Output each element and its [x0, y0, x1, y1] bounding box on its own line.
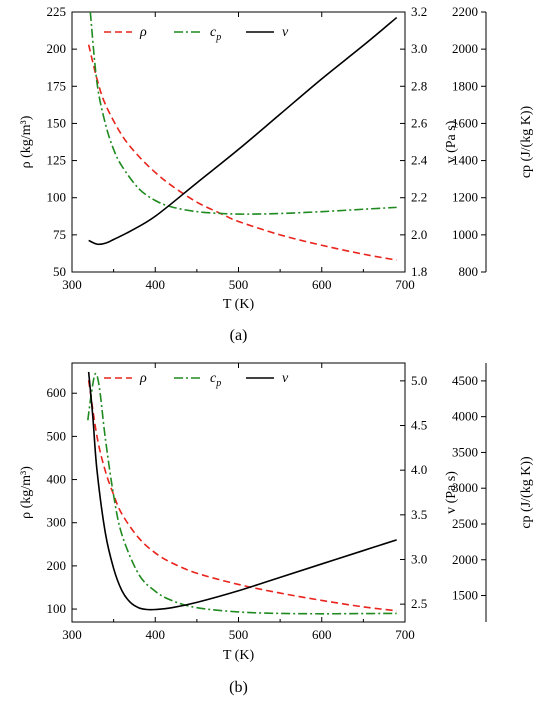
- left-tick-label: 125: [47, 153, 67, 168]
- right-tick-label: 2.5: [411, 596, 427, 611]
- cp-tick-label: 1000: [452, 227, 478, 242]
- x-tick-label: 400: [146, 277, 166, 292]
- cp-axis-label: cp (J/(kg K)): [519, 106, 534, 179]
- right-tick-label: 4.5: [411, 418, 427, 433]
- plot-frame: [71, 362, 406, 623]
- panel-label: (b): [229, 679, 248, 696]
- cp-tick-label: 1500: [452, 588, 478, 603]
- x-tick-label: 500: [229, 627, 249, 642]
- right-axis-label: v (Pa s): [444, 471, 459, 514]
- series-line-v: [88, 16, 398, 246]
- x-tick-label: 700: [395, 277, 415, 292]
- cp-tick-label: 1200: [452, 190, 478, 205]
- series-line-cp: [87, 372, 397, 615]
- legend-label-v: v: [282, 25, 289, 40]
- right-tick-label: 4.0: [411, 462, 427, 477]
- cp-tick-label: 2500: [452, 516, 478, 531]
- legend-label-rho: ρ: [139, 25, 147, 40]
- chart-panel-1: 300 400 500 600 700 T (K) 50 75 100 125 150 175 200 2…: [19, 4, 534, 344]
- series-line-cp: [89, 12, 397, 215]
- legend-label-rho: ρ: [139, 371, 147, 386]
- right-tick-label: 1.8: [411, 264, 427, 279]
- x-tick-label: 700: [395, 627, 415, 642]
- left-tick-label: 175: [47, 78, 67, 93]
- right-tick-label: 3.5: [411, 507, 427, 522]
- left-tick-label: 400: [47, 472, 67, 487]
- series-line-v: [87, 371, 397, 611]
- left-tick-label: 200: [47, 41, 67, 56]
- left-tick-label: 300: [47, 515, 67, 530]
- cp-tick-label: 800: [459, 264, 479, 279]
- left-tick-label: 600: [47, 385, 67, 400]
- right-tick-label: 3.0: [411, 41, 427, 56]
- plot-frame: [71, 11, 406, 273]
- cp-tick-label: 3500: [452, 444, 478, 459]
- right-tick-label: 2.6: [411, 115, 428, 130]
- right-tick-label: 2.2: [411, 190, 427, 205]
- right-tick-label: 2.4: [411, 153, 428, 168]
- panel-label: (a): [230, 327, 248, 344]
- cp-tick-label: 2200: [452, 4, 478, 19]
- cp-tick-label: 1400: [452, 153, 478, 168]
- left-tick-label: 200: [47, 558, 67, 573]
- x-tick-label: 300: [62, 277, 82, 292]
- cp-tick-label: 1800: [452, 78, 478, 93]
- x-tick-label: 500: [229, 277, 249, 292]
- cp-tick-label: 4500: [452, 373, 478, 388]
- series-line-rho: [87, 380, 397, 612]
- right-tick-label: 3.2: [411, 4, 427, 19]
- chart-panel-2: 300 400 500 600 700 T (K) 100 200 300 400 500 600 ρ …: [19, 362, 534, 696]
- cp-tick-label: 4000: [452, 409, 478, 424]
- right-tick-label: 2.0: [411, 227, 427, 242]
- cp-axis-label: cp (J/(kg K)): [519, 456, 534, 529]
- left-tick-label: 500: [47, 428, 67, 443]
- right-axis-label: v (Pa s): [444, 120, 459, 163]
- x-tick-label: 400: [146, 627, 166, 642]
- left-tick-label: 150: [47, 115, 67, 130]
- cp-tick-label: 1600: [452, 115, 478, 130]
- left-axis-label: ρ (kg/m³): [19, 115, 34, 168]
- x-tick-label: 300: [62, 627, 82, 642]
- left-tick-label: 100: [47, 190, 67, 205]
- right-tick-label: 2.8: [411, 78, 427, 93]
- cp-tick-label: 2000: [452, 552, 478, 567]
- x-tick-label: 600: [312, 277, 332, 292]
- right-tick-label: 5.0: [411, 373, 427, 388]
- x-axis-label: T (K): [223, 648, 255, 663]
- x-axis-label: T (K): [223, 297, 255, 312]
- cp-tick-label: 3000: [452, 480, 478, 495]
- cp-tick-label: 2000: [452, 41, 478, 56]
- left-axis-label: ρ (kg/m³): [19, 466, 34, 519]
- legend-label-cp: cp: [210, 371, 221, 389]
- left-tick-label: 75: [53, 227, 66, 242]
- left-tick-label: 100: [47, 601, 67, 616]
- legend-label-cp: cp: [210, 25, 221, 43]
- left-tick-label: 50: [53, 264, 66, 279]
- right-tick-label: 3.0: [411, 551, 427, 566]
- legend-label-v: v: [282, 371, 289, 386]
- x-tick-label: 600: [312, 627, 332, 642]
- left-tick-label: 225: [47, 4, 67, 19]
